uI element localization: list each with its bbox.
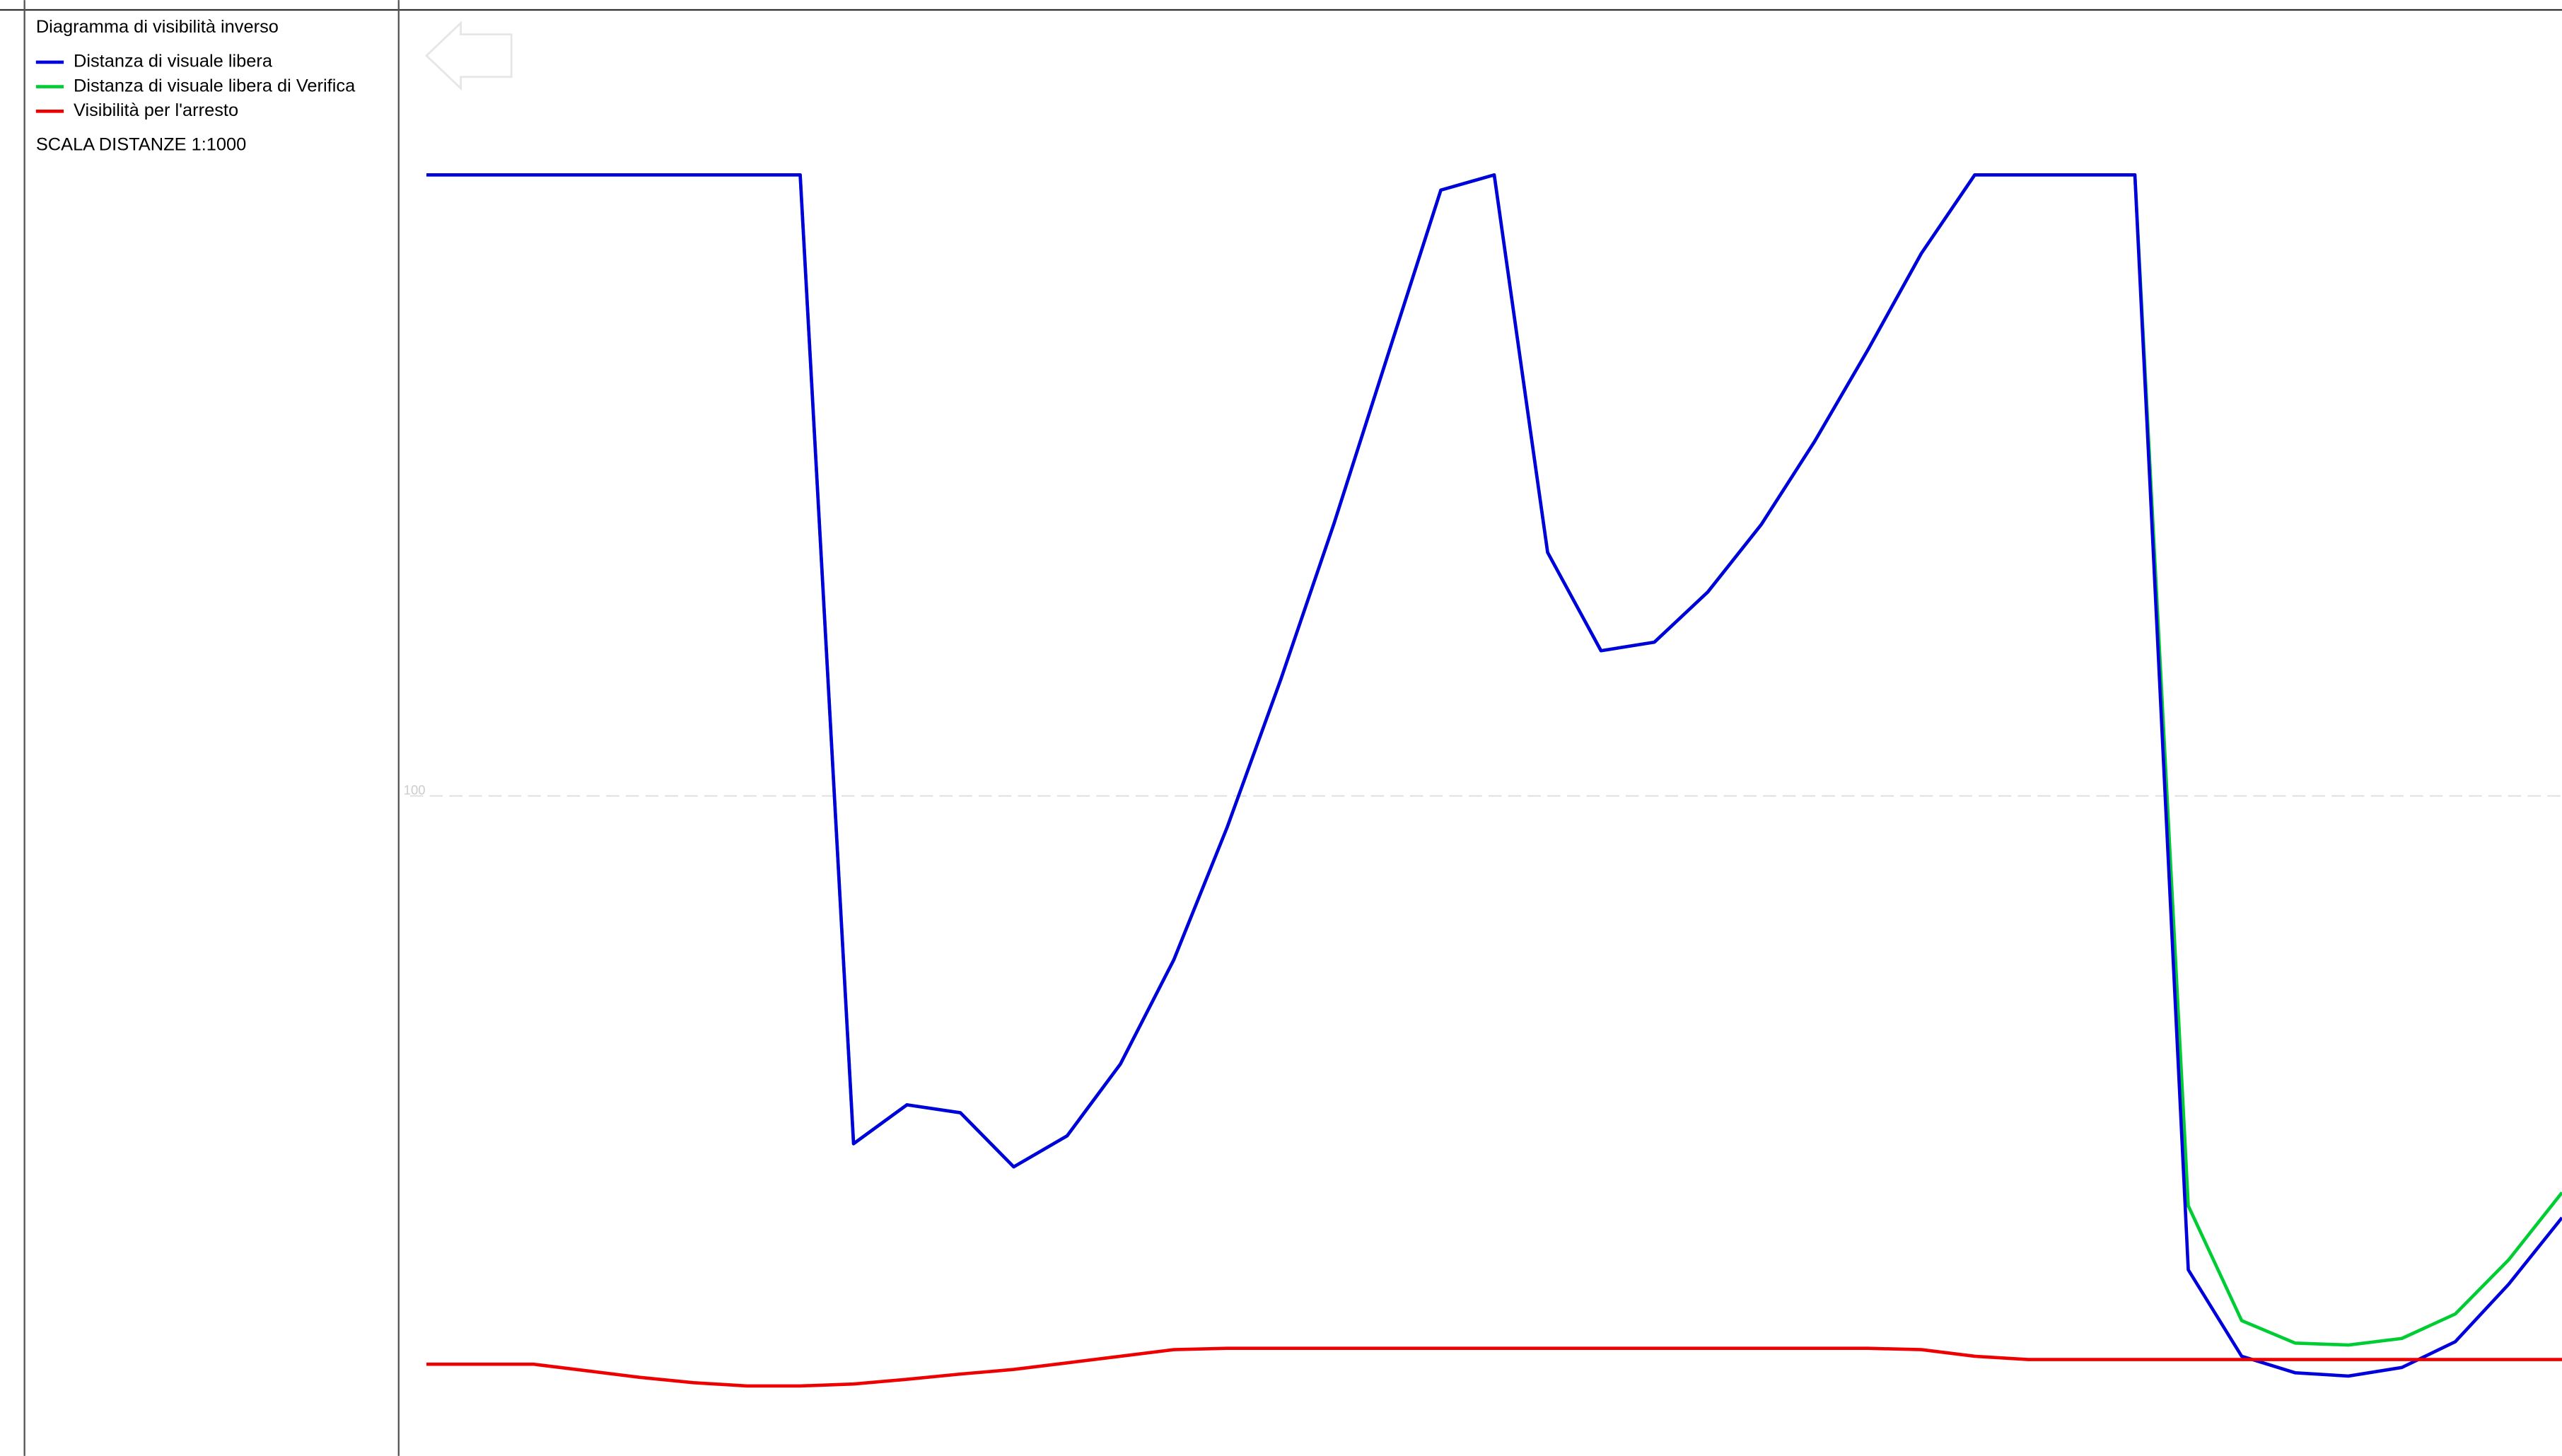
series-line xyxy=(426,173,2562,1347)
legend-title: Diagramma di visibilità inverso xyxy=(36,17,279,37)
series-line xyxy=(426,1346,2562,1388)
legend-label: Distanza di visuale libera di Verifica xyxy=(74,76,356,95)
legend: Distanza di visuale libera Distanza di vi… xyxy=(35,52,356,120)
legend-label: Visibilità per l'arresto xyxy=(74,100,238,120)
back-arrow[interactable] xyxy=(425,21,513,91)
y-tick-label: 100 xyxy=(404,783,426,798)
legend-label: Distanza di visuale libera xyxy=(74,52,273,71)
scale-note: SCALA DISTANZE 1:1000 xyxy=(36,134,246,154)
series-line xyxy=(426,173,2562,1378)
